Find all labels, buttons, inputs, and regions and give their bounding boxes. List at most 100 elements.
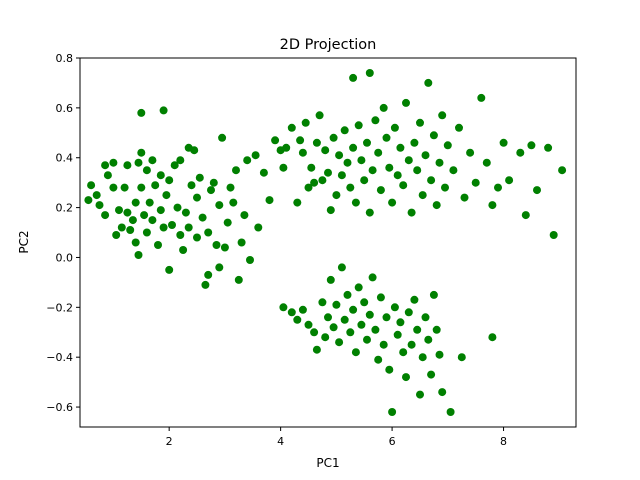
scatter-point [259, 168, 268, 177]
scatter-point [318, 176, 327, 185]
scatter-point [427, 370, 436, 379]
scatter-point [103, 171, 112, 180]
scatter-point [165, 176, 174, 185]
scatter-point [516, 148, 525, 157]
y-tick-label: 0.8 [56, 52, 74, 65]
scatter-point [388, 408, 397, 416]
scatter-point [173, 203, 182, 212]
scatter-point [349, 305, 358, 314]
scatter-point [243, 156, 252, 165]
scatter-point [321, 333, 330, 342]
scatter-point [298, 148, 307, 157]
scatter-point [365, 69, 374, 77]
scatter-point [351, 348, 360, 357]
scatter-point [204, 270, 213, 279]
scatter-point [365, 208, 374, 217]
scatter-point [301, 118, 310, 127]
scatter-point [396, 318, 405, 327]
scatter-point [407, 340, 416, 349]
scatter-point [148, 156, 157, 165]
y-axis-ticks: −0.6 −0.4 −0.2 0.0 0.2 0.4 0.6 0.8 [46, 52, 80, 414]
scatter-point [438, 111, 447, 120]
scatter-point [404, 156, 413, 165]
scatter-point [293, 198, 302, 207]
scatter-point [84, 196, 93, 205]
scatter-point [126, 226, 135, 234]
scatter-point [87, 181, 96, 190]
scatter-point [304, 320, 313, 329]
scatter-point [190, 146, 199, 155]
scatter-point [354, 283, 363, 292]
scatter-point [382, 133, 391, 142]
scatter-point [357, 320, 366, 329]
scatter-point [142, 166, 151, 175]
scatter-point [429, 290, 438, 299]
y-tick-label: −0.2 [46, 301, 73, 314]
scatter-point [170, 161, 179, 170]
scatter-point [307, 163, 316, 172]
scatter-point [193, 233, 201, 242]
scatter-point [326, 275, 335, 284]
scatter-point [198, 213, 207, 222]
scatter-point [154, 241, 162, 249]
scatter-point [195, 173, 204, 182]
scatter-point [271, 136, 280, 145]
scatter-point [365, 310, 374, 319]
scatter-point [349, 73, 358, 82]
scatter-point [413, 325, 422, 334]
scatter-point [223, 218, 232, 227]
scatter-point [142, 228, 151, 237]
scatter-point [168, 221, 176, 229]
scatter-point [101, 161, 110, 170]
scatter-point [396, 143, 405, 152]
scatter-point [335, 338, 344, 347]
plot-frame [79, 57, 577, 428]
y-tick-label: −0.4 [46, 351, 73, 364]
scatter-point [329, 133, 338, 142]
scatter-point [112, 231, 121, 239]
scatter-point [374, 148, 383, 157]
scatter-point [109, 183, 118, 192]
scatter-point [418, 353, 427, 362]
scatter-point [477, 93, 486, 102]
scatter-point [115, 206, 123, 215]
scatter-point [416, 390, 424, 399]
scatter-point [390, 303, 399, 312]
scatter-point [363, 138, 371, 147]
scatter-point [332, 191, 341, 200]
scatter-point [123, 208, 132, 217]
scatter-point [296, 136, 305, 145]
scatter-point [279, 163, 288, 172]
scatter-point [346, 328, 355, 337]
scatter-point [193, 193, 201, 202]
scatter-point [357, 156, 366, 165]
scatter-point [220, 243, 229, 252]
scatter-point [315, 111, 324, 120]
scatter-point [349, 143, 358, 152]
scatter-point [92, 191, 101, 200]
scatter-point [312, 345, 321, 354]
scatter-point [435, 350, 444, 359]
scatter-point [371, 116, 380, 125]
scatter-point [232, 166, 240, 175]
scatter-point [165, 265, 174, 274]
scatter-point [151, 181, 160, 190]
y-tick-label: 0.4 [56, 152, 74, 165]
x-tick-label: 8 [500, 435, 507, 448]
scatter-point [179, 246, 188, 254]
scatter-point [324, 168, 332, 177]
scatter-point [393, 330, 402, 339]
scatter-point [455, 123, 463, 132]
chart-title: 2D Projection [280, 37, 377, 53]
scatter-point [131, 238, 140, 247]
scatter-point [265, 196, 274, 205]
scatter-point [544, 143, 553, 152]
scatter-point [435, 158, 444, 167]
scatter-point [558, 166, 567, 175]
scatter-point [159, 223, 168, 232]
scatter-point [335, 151, 344, 160]
scatter-point [176, 231, 185, 239]
scatter-point [287, 123, 296, 132]
scatter-point [159, 106, 168, 115]
